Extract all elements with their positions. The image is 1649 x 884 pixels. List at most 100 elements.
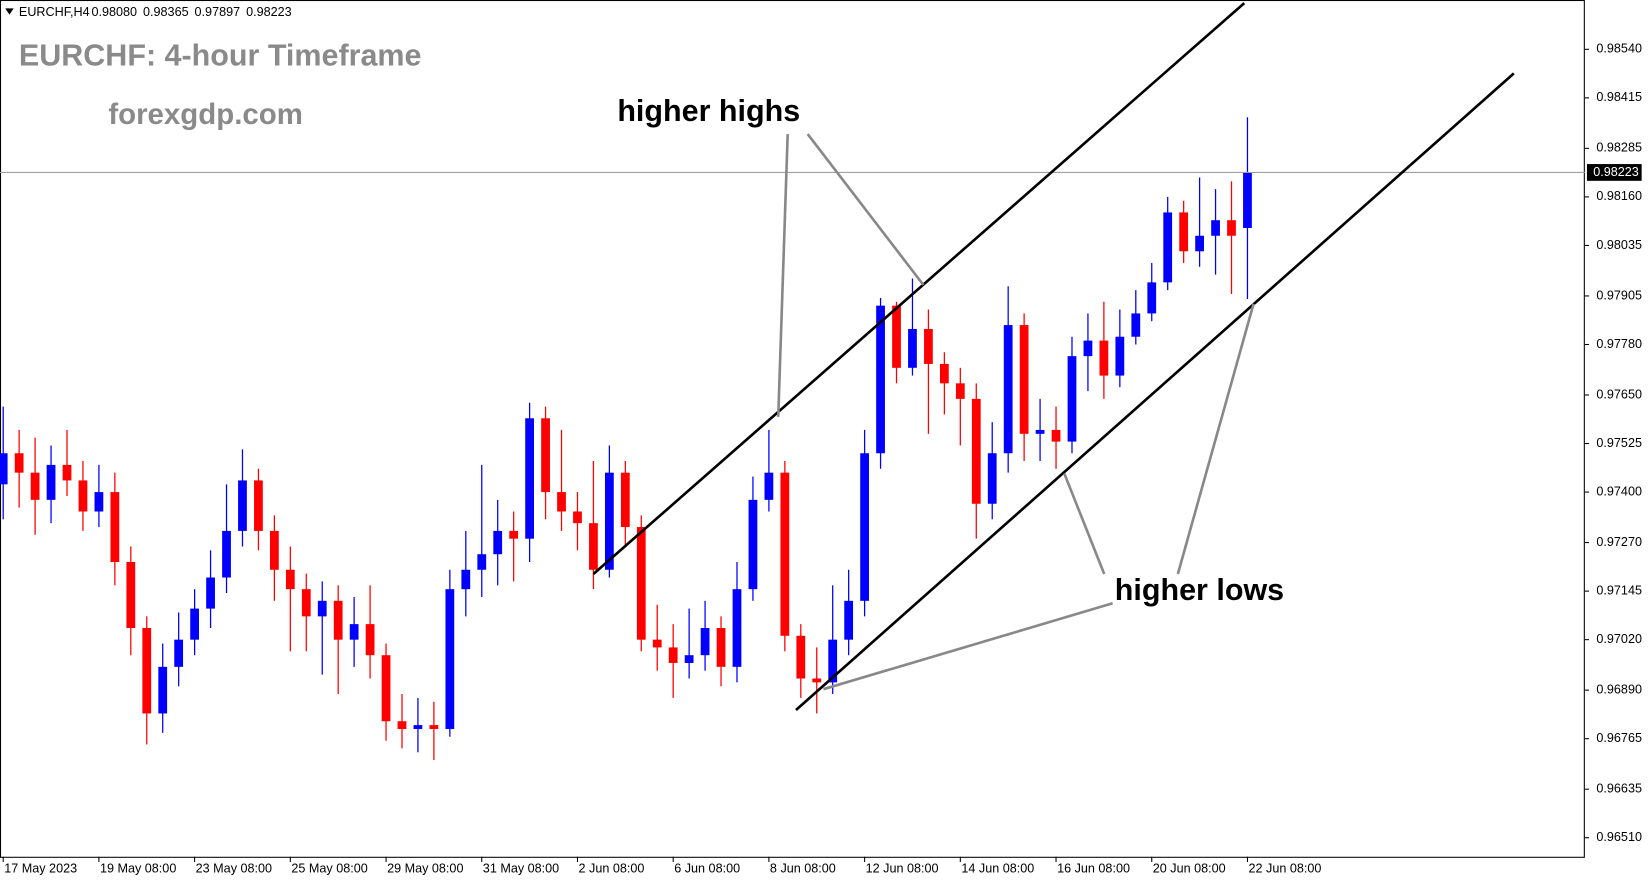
candle-body [876,305,885,454]
pointer [1063,472,1106,575]
candle-body [1067,356,1077,442]
candle-body [541,418,550,493]
x-tick-label: 16 Jun 08:00 [1057,862,1130,876]
y-tick-label: 0.98415 [1596,90,1642,104]
candle-body [1163,212,1173,283]
y-tick-label: 0.97525 [1596,436,1642,450]
y-tick-label: 0.98540 [1596,42,1642,56]
candle-body [381,655,391,722]
y-tick-label: 0.97650 [1596,387,1642,401]
candle-body [525,418,534,539]
candle-body [285,569,295,590]
candle-body [142,628,152,714]
y-tick-label: 0.97905 [1596,288,1642,302]
chart-subtitle: forexgdp.com [108,98,303,131]
candle-body [700,628,710,656]
price-label-box [1586,164,1642,181]
menu-triangle[interactable] [5,8,14,15]
candle-body [1195,235,1204,252]
x-tick-label: 17 May 2023 [4,862,77,876]
quote-close: 0.98223 [246,5,292,19]
trend-line [592,2,1246,576]
candle-body [461,569,471,590]
x-tick-label: 19 May 08:00 [100,862,176,876]
candle-body [301,589,311,617]
candle-body [828,639,838,683]
candle-body [1019,325,1029,434]
candle-body [46,464,56,500]
candle-body [748,499,758,590]
x-tick-label: 29 May 08:00 [387,862,463,876]
quote-high: 0.98365 [143,5,189,19]
plot-frame [0,0,1585,858]
y-tick-label: 0.96510 [1596,830,1642,844]
candle-body [1035,429,1045,434]
pointer [1176,303,1255,575]
candle-body [317,600,327,617]
candle-body [477,554,487,570]
y-tick-label: 0.96635 [1596,782,1642,796]
candle-body [509,530,519,539]
x-tick-label: 22 Jun 08:00 [1249,862,1322,876]
candle-body [1131,313,1141,337]
candle-body [716,628,726,667]
candle-body [1083,340,1093,357]
candle-body [397,721,407,729]
quote-low: 0.97897 [195,5,241,19]
candle-body [62,464,72,481]
candle-body [796,635,806,679]
candle-body [1211,220,1220,236]
pointer [806,133,925,286]
y-tick-label: 0.98285 [1596,141,1642,155]
candle-body [732,589,742,667]
candles [0,117,1252,761]
candle-body [174,639,184,667]
candle-body [190,608,200,640]
x-tick-label: 8 Jun 08:00 [770,862,836,876]
candle-body [1227,220,1236,236]
pointer [823,602,1114,691]
quote-open: 0.98080 [91,5,137,19]
candle-body [620,472,630,528]
candle-body [764,472,774,500]
candle-body [971,398,981,504]
candle-body [238,480,247,531]
candle-body [349,624,359,640]
candle-body [1099,340,1109,376]
candle-body [557,492,566,512]
candle-body [955,383,965,399]
candle-body [493,530,503,555]
candle-body [892,305,901,368]
candle-body [684,655,694,663]
candle-body [939,363,949,384]
candle-body [1147,282,1157,314]
candle-body [0,453,8,485]
x-tick-label: 20 Jun 08:00 [1153,862,1226,876]
symbol: EURCHF,H4 [19,5,90,19]
candle-body [254,480,263,531]
candle-body [652,639,662,648]
candle-body [429,725,439,729]
candle-body [668,647,678,663]
candle-body [1243,172,1252,228]
candle-body [860,453,869,601]
y-tick-label: 0.97020 [1596,632,1642,646]
candle-body [604,472,614,570]
candle-body [333,600,343,640]
x-tick-label: 12 Jun 08:00 [866,862,939,876]
x-tick-label: 31 May 08:00 [483,862,559,876]
overlay: 0.98223 [0,2,1642,711]
candle-body [987,453,997,504]
candle-body [636,527,646,640]
candle-body [30,472,40,500]
candle-body [1051,429,1061,442]
y-tick-label: 0.97780 [1596,337,1642,351]
candle-body [110,492,120,562]
candle-body [1179,212,1189,252]
candle-body [445,589,455,729]
y-tick-label: 0.97270 [1596,535,1642,549]
candle-body [126,561,136,629]
candle-body [812,678,822,683]
candle-body [1115,336,1125,376]
